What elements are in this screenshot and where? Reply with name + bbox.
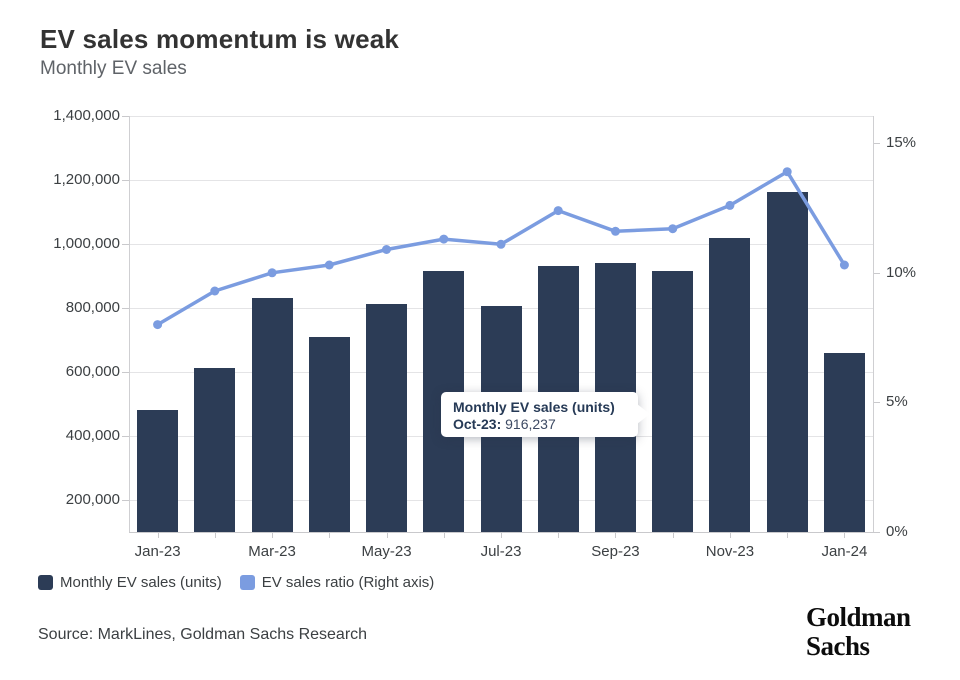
x-axis-tick	[443, 533, 445, 538]
bar-Dec-23[interactable]	[766, 192, 808, 532]
legend-label-bars: Monthly EV sales (units)	[60, 574, 222, 591]
x-axis-label: Jan-23	[134, 543, 181, 560]
x-axis-tick	[672, 533, 674, 538]
left-axis-label: 800,000	[65, 299, 120, 316]
left-axis-label: 400,000	[65, 427, 120, 444]
bar-Jan-23[interactable]	[137, 410, 179, 532]
right-axis-label: 0%	[886, 523, 908, 540]
bar-Mar-23[interactable]	[251, 298, 293, 532]
line-point-Apr-23[interactable]	[324, 260, 334, 270]
line-point-Jan-24[interactable]	[839, 260, 849, 270]
x-axis-label: Sep-23	[591, 543, 640, 560]
x-axis-tick	[501, 533, 502, 538]
x-axis-line	[129, 532, 874, 533]
left-axis-tick	[122, 308, 129, 309]
chart-subtitle: Monthly EV sales	[40, 58, 187, 79]
right-axis-label: 15%	[886, 134, 917, 152]
chart-title: EV sales momentum is weak	[40, 24, 400, 54]
left-axis-label: 1,000,000	[53, 235, 120, 252]
left-axis-tick	[122, 116, 129, 117]
line-point-Aug-23[interactable]	[553, 206, 563, 216]
line-point-Jan-23[interactable]	[153, 320, 163, 330]
legend-item-bars[interactable]: Monthly EV sales (units)	[38, 574, 222, 591]
x-axis-tick	[329, 533, 331, 538]
left-axis-tick	[122, 500, 129, 501]
left-axis-label: 1,200,000	[53, 171, 120, 188]
tooltip-label: Oct-23:	[453, 416, 502, 432]
gridline	[129, 180, 873, 181]
left-axis-label: 600,000	[65, 363, 120, 380]
left-axis-tick	[122, 436, 129, 437]
legend: Monthly EV sales (units) EV sales ratio …	[38, 574, 434, 591]
tooltip-arrow-icon	[637, 404, 650, 424]
ratio-line-series	[153, 167, 849, 330]
x-axis-tick	[615, 533, 617, 538]
tooltip-row: Oct-23: 916,237	[453, 416, 626, 433]
left-axis-tick	[122, 180, 129, 181]
line-point-Sep-23[interactable]	[611, 226, 620, 236]
left-axis-label: 1,400,000	[53, 107, 120, 124]
line-point-Dec-23[interactable]	[782, 167, 792, 177]
x-axis-label: Mar-23	[248, 543, 296, 560]
bar-May-23[interactable]	[366, 303, 408, 532]
x-axis-label: Jul-23	[480, 543, 522, 560]
x-axis-tick	[157, 533, 159, 538]
line-point-Jun-23[interactable]	[439, 234, 449, 244]
line-point-May-23[interactable]	[382, 245, 391, 254]
right-axis-line	[873, 116, 874, 532]
x-axis-tick	[844, 533, 846, 538]
legend-label-line: EV sales ratio (Right axis)	[261, 574, 435, 591]
x-axis-tick	[558, 533, 560, 538]
tooltip: Monthly EV sales (units) Oct-23: 916,237	[441, 392, 650, 437]
legend-item-line[interactable]: EV sales ratio (Right axis)	[239, 574, 435, 591]
x-axis-label: Nov-23	[705, 543, 755, 560]
bar-Nov-23[interactable]	[709, 237, 751, 532]
bar-Feb-23[interactable]	[194, 368, 236, 532]
x-axis-label: May-23	[361, 543, 412, 560]
gridline	[129, 116, 873, 117]
left-axis-tick	[122, 372, 129, 373]
line-point-Oct-23[interactable]	[668, 224, 678, 234]
right-axis-tick	[873, 402, 880, 404]
x-axis-tick	[272, 533, 274, 538]
source-note: Source: MarkLines, Goldman Sachs Researc…	[38, 626, 368, 643]
tooltip-value: 916,237	[505, 416, 556, 432]
line-point-Feb-23[interactable]	[210, 286, 220, 296]
line-point-Mar-23[interactable]	[267, 268, 277, 278]
line-point-Jul-23[interactable]	[496, 239, 506, 249]
x-axis-tick	[386, 533, 388, 538]
logo-line-1: Goldman	[806, 602, 911, 632]
bar-Apr-23[interactable]	[308, 337, 350, 532]
left-axis-line	[129, 116, 130, 532]
goldman-sachs-logo: Goldman Sachs	[806, 603, 911, 661]
right-axis-label: 10%	[886, 263, 917, 281]
bar-Jan-24[interactable]	[823, 353, 865, 532]
left-axis-label: 200,000	[65, 491, 120, 508]
bar-Oct-23[interactable]	[652, 270, 694, 532]
right-axis-tick	[873, 532, 880, 533]
bar-series-swatch-icon	[38, 575, 53, 590]
right-axis-label: 5%	[886, 393, 908, 411]
left-axis-tick	[122, 244, 129, 245]
logo-line-2: Sachs	[806, 631, 870, 661]
x-axis-tick	[214, 533, 216, 538]
line-series-swatch-icon	[239, 575, 255, 590]
line-point-Nov-23[interactable]	[725, 200, 735, 210]
x-axis-tick	[787, 533, 789, 538]
right-axis-tick	[873, 272, 880, 274]
tooltip-title: Monthly EV sales (units)	[453, 399, 615, 415]
x-axis-tick	[729, 533, 731, 538]
x-axis-label: Jan-24	[821, 543, 868, 560]
right-axis-tick	[873, 143, 880, 145]
